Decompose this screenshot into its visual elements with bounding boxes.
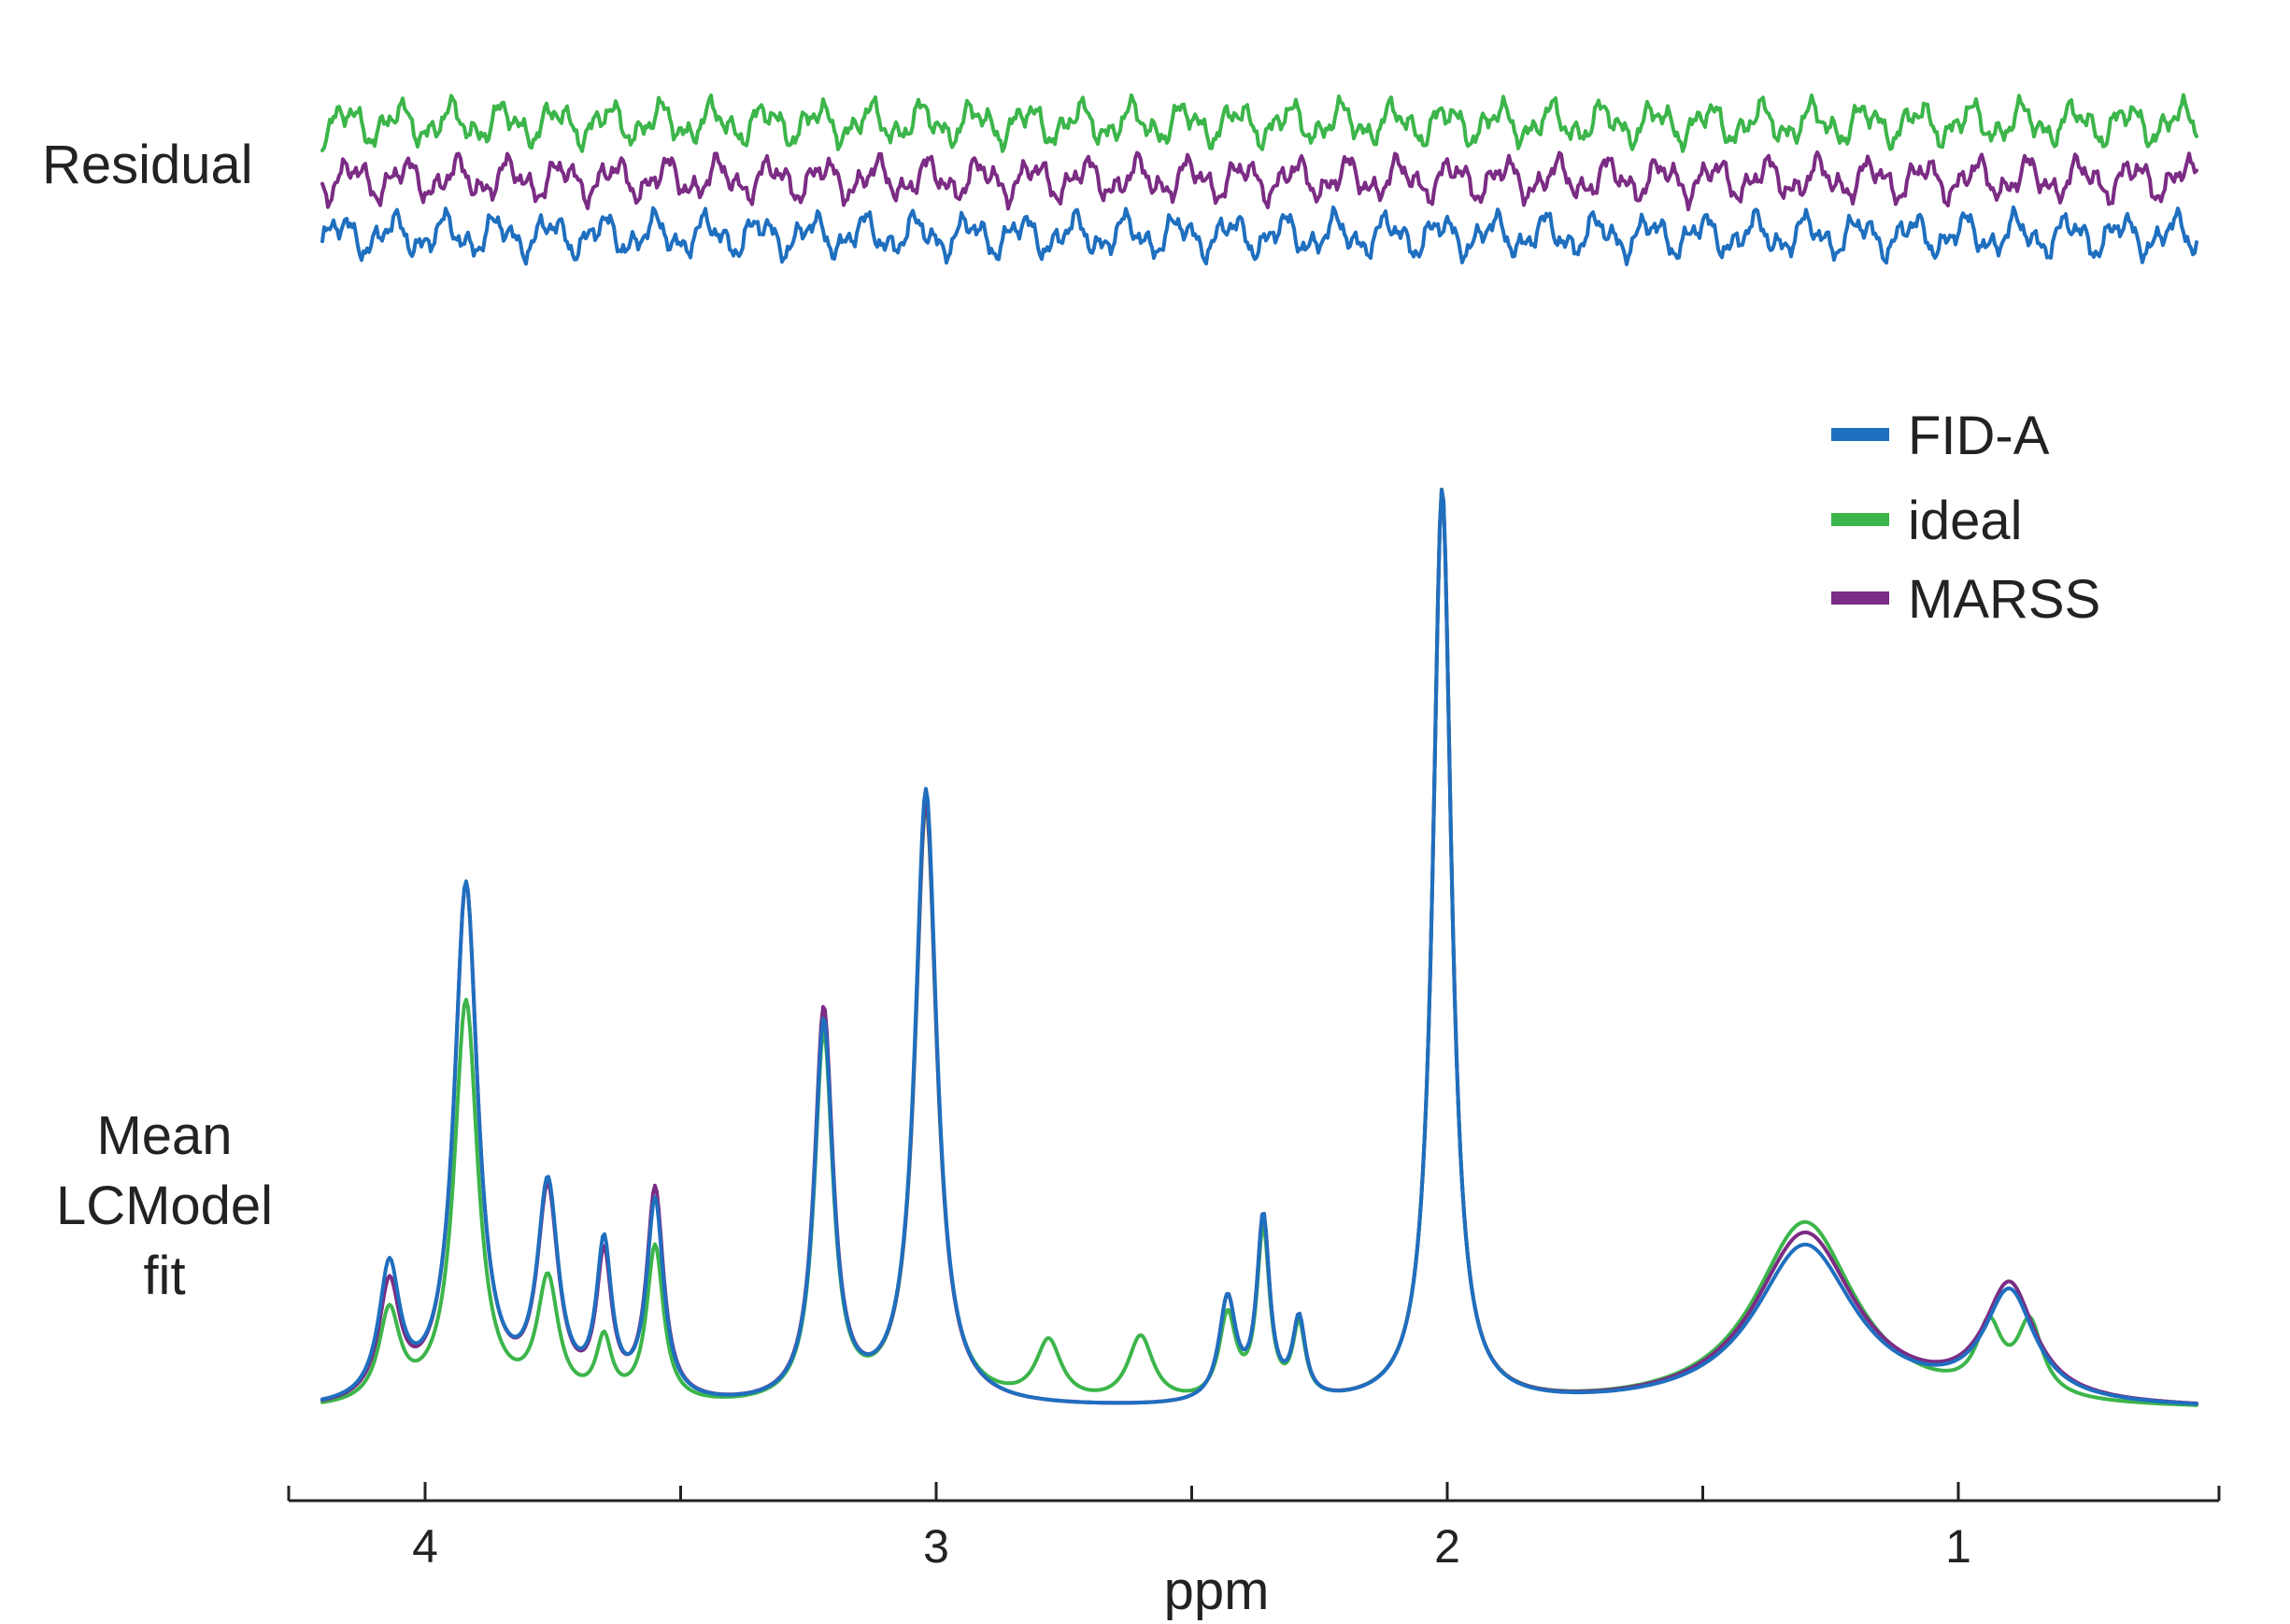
legend: FID-A ideal MARSS	[1831, 406, 2100, 630]
fit-label-line-2: LCModel	[56, 1175, 273, 1236]
x-tick-label-3: 3	[923, 1520, 949, 1573]
residual-traces	[320, 93, 2198, 266]
x-axis-label: ppm	[1164, 1560, 1270, 1621]
legend-label-fid-a: FID-A	[1908, 406, 2050, 466]
x-tick-label-2: 2	[1434, 1520, 1460, 1573]
legend-label-ideal: ideal	[1908, 491, 2023, 551]
residual-line-ideal	[320, 93, 2198, 153]
legend-label-marss: MARSS	[1908, 569, 2100, 630]
fit-label-line-3: fit	[143, 1246, 185, 1306]
x-axis: 4 3 2 1 ppm	[287, 1482, 2221, 1621]
residual-label: Residual	[42, 135, 253, 195]
residual-line-marss	[320, 150, 2198, 212]
fit-line-fid-a	[320, 488, 2198, 1406]
x-tick-label-1: 1	[1945, 1520, 1971, 1573]
fit-label-line-1: Mean	[96, 1105, 232, 1166]
residual-line-fid-a	[320, 205, 2198, 266]
x-ticks	[423, 1482, 1960, 1501]
fit-traces	[320, 487, 2198, 1407]
x-tick-label-4: 4	[412, 1520, 438, 1573]
